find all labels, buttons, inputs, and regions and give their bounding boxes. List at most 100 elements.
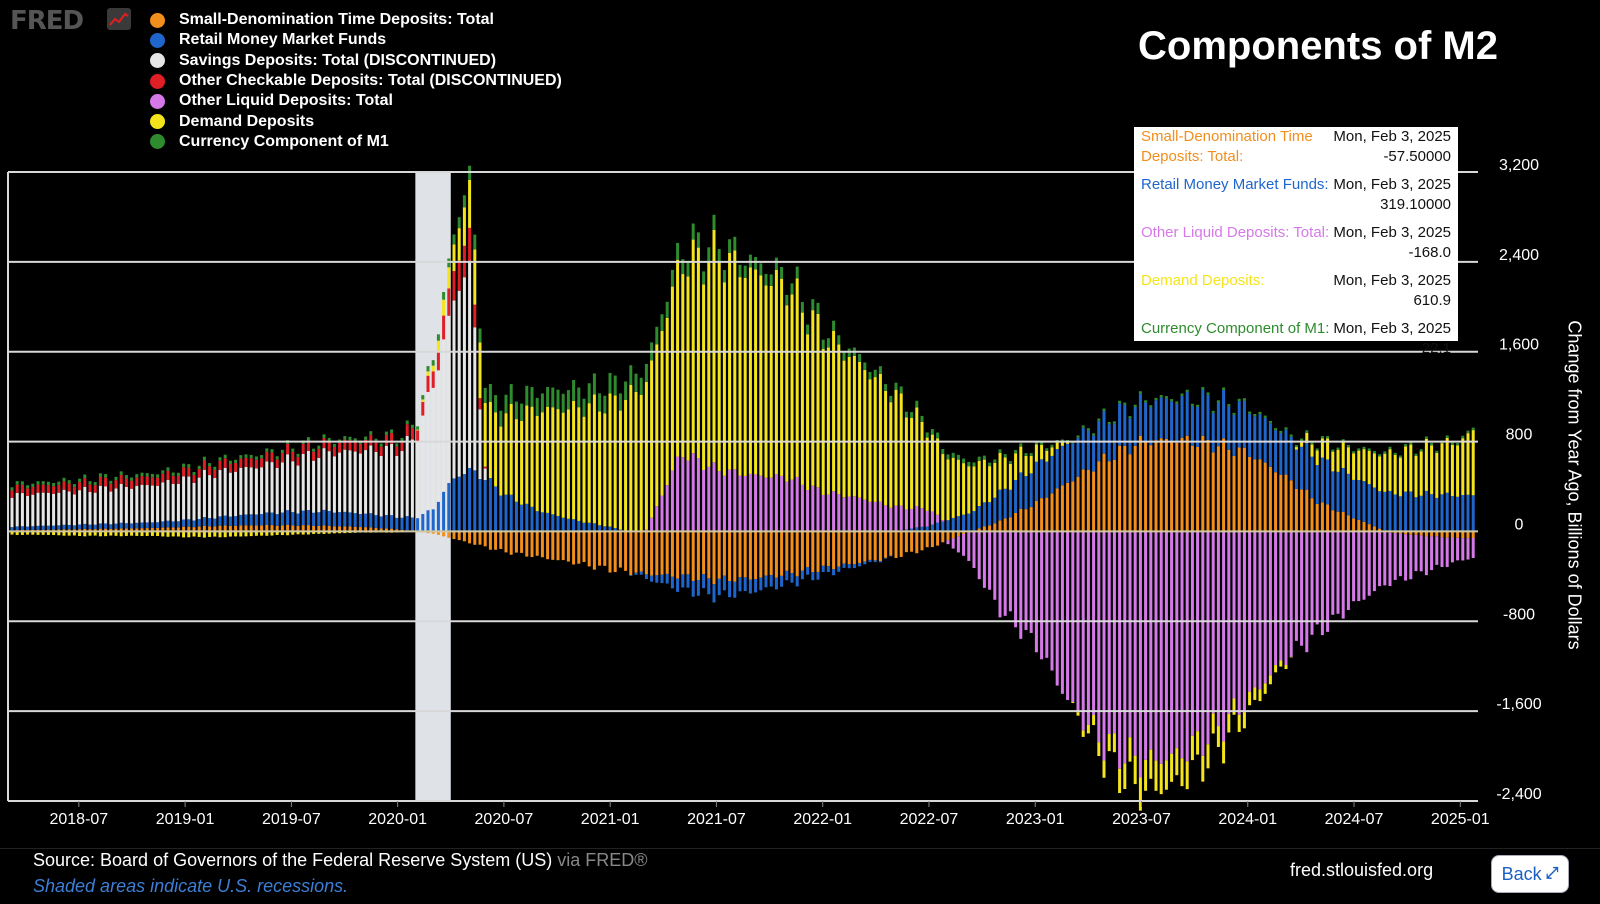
chart-bar-segment	[119, 528, 123, 532]
chart-bar-segment	[1404, 534, 1408, 581]
chart-bar-segment	[31, 486, 35, 495]
chart-bar-segment	[26, 485, 30, 489]
chart-bar-segment	[1294, 531, 1298, 641]
chart-bar-segment	[312, 460, 316, 513]
chart-bar-segment	[556, 531, 560, 561]
chart-bar-segment	[1346, 444, 1350, 448]
chart-bar-segment	[941, 521, 945, 532]
chart-bar-segment	[468, 227, 472, 261]
chart-bar-segment	[1107, 734, 1111, 752]
chart-bar-segment	[613, 531, 617, 573]
chart-bar-segment	[514, 531, 518, 553]
chart-bar-segment	[104, 474, 108, 478]
chart-bar-segment	[150, 473, 154, 478]
legend-item[interactable]: Retail Money Market Funds	[150, 30, 562, 50]
chart-bar-segment	[759, 275, 763, 476]
chart-bar-segment	[156, 485, 160, 523]
chart-bar-segment	[572, 380, 576, 401]
chart-bar-segment	[806, 531, 810, 568]
chart-bar-segment	[161, 521, 165, 528]
chart-bar-segment	[520, 531, 524, 553]
chart-bar-segment	[826, 347, 830, 495]
chart-bar-segment	[712, 229, 716, 463]
legend-item[interactable]: Small-Denomination Time Deposits: Total	[150, 10, 562, 30]
chart-bar-segment	[78, 529, 82, 532]
chart-bar-segment	[1253, 531, 1257, 688]
legend-label: Small-Denomination Time Deposits: Total	[179, 11, 494, 29]
tooltip-date: Mon, Feb 3, 2025	[1333, 272, 1451, 289]
chart-bar-segment	[1081, 730, 1085, 737]
chart-bar-segment	[769, 477, 773, 532]
chart-bar-segment	[1258, 411, 1262, 415]
legend-item[interactable]: Demand Deposits	[150, 111, 562, 131]
chart-bar-segment	[561, 517, 565, 532]
chart-bar-segment	[1034, 441, 1038, 445]
chart-bar-segment	[1352, 531, 1356, 602]
chart-bar-segment	[119, 531, 123, 537]
chart-bar-segment	[1185, 392, 1189, 436]
chart-bar-segment	[1404, 491, 1408, 532]
chart-bar-segment	[83, 486, 87, 524]
y-tick-label: 3,200	[1499, 157, 1539, 174]
chart-bar-segment	[764, 531, 768, 576]
chart-bar-segment	[1003, 488, 1007, 519]
chart-bar-segment	[98, 531, 102, 537]
chart-bar-segment	[774, 269, 778, 475]
chart-bar-segment	[811, 310, 815, 486]
chart-bar-segment	[894, 531, 898, 558]
chart-bar-segment	[1440, 494, 1444, 532]
chart-bar-segment	[977, 531, 981, 580]
chart-bar-segment	[1320, 438, 1324, 458]
chart-bar-segment	[514, 501, 518, 532]
chart-bar-segment	[1393, 494, 1397, 532]
chart-bar-segment	[1149, 407, 1153, 446]
chart-bar-segment	[530, 506, 534, 532]
chart-bar-segment	[130, 480, 134, 489]
chart-bar-segment	[1040, 459, 1044, 499]
chart-bar-segment	[691, 580, 695, 597]
chart-bar-segment	[1471, 531, 1475, 539]
tooltip-date: Mon, Feb 3, 2025	[1333, 176, 1451, 193]
back-button[interactable]: Back ⤢	[1491, 855, 1569, 893]
chart-bar-segment	[1331, 449, 1335, 452]
chart-bar-segment	[811, 299, 815, 311]
chart-bar-segment	[1341, 441, 1345, 468]
chart-bar-segment	[660, 531, 664, 575]
chart-bar-segment	[951, 531, 955, 539]
chart-bar-segment	[499, 531, 503, 549]
chart-bar-segment	[722, 270, 726, 283]
site-link[interactable]: fred.stlouisfed.org	[1290, 860, 1434, 880]
chart-bar-segment	[312, 451, 316, 461]
chart-bar-segment	[1201, 389, 1205, 436]
chart-bar-segment	[239, 525, 243, 532]
chart-bar-segment	[655, 575, 659, 583]
chart-bar-segment	[1050, 444, 1054, 448]
chart-bar-segment	[1289, 434, 1293, 437]
chart-bar-segment	[873, 369, 877, 378]
chart-legend: Small-Denomination Time Deposits: Total R…	[150, 10, 562, 152]
chart-bar-segment	[10, 490, 14, 498]
chart-bar-segment	[218, 470, 222, 517]
chart-bar-segment	[728, 469, 732, 532]
chart-bar-segment	[296, 465, 300, 514]
chart-bar-segment	[1242, 712, 1246, 729]
chart-bar-segment	[1003, 531, 1007, 616]
chart-bar-segment	[1045, 497, 1049, 532]
chart-bar-segment	[1284, 427, 1288, 430]
chart-bar-segment	[878, 561, 882, 563]
legend-item[interactable]: Other Liquid Deposits: Total	[150, 91, 562, 111]
chart-bar-segment	[1201, 755, 1205, 782]
legend-item[interactable]: Savings Deposits: Total (DISCONTINUED)	[150, 51, 562, 71]
chart-bar-segment	[1274, 472, 1278, 532]
chart-bar-segment	[1461, 531, 1465, 539]
chart-bar-segment	[1185, 389, 1189, 393]
chart-bar-segment	[145, 522, 149, 529]
legend-item[interactable]: Other Checkable Deposits: Total (DISCONT…	[150, 71, 562, 91]
chart-bar-segment	[988, 466, 992, 503]
legend-item[interactable]: Currency Component of M1	[150, 132, 562, 152]
chart-bar-segment	[462, 277, 466, 475]
chart-bar-segment	[280, 453, 284, 463]
chart-bar-segment	[1227, 714, 1231, 733]
chart-bar-segment	[1378, 456, 1382, 492]
chart-bar-segment	[1097, 418, 1101, 421]
